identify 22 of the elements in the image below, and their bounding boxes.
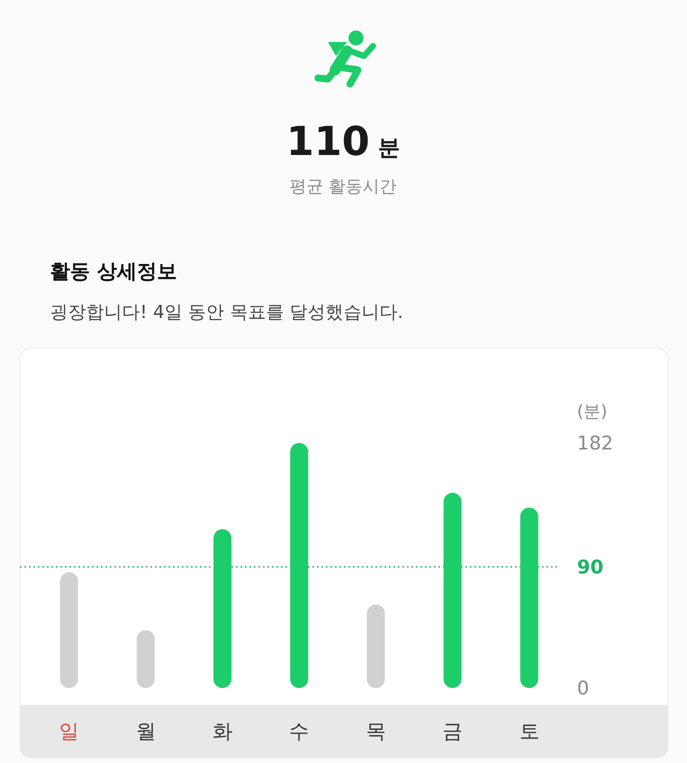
bar	[60, 572, 78, 688]
bar	[290, 443, 308, 688]
y-tick-label: 182	[577, 432, 614, 455]
x-tick-label: 수	[289, 719, 310, 743]
x-tick-label: 목	[366, 719, 386, 743]
chart-title: 활동 상세정보	[50, 259, 177, 283]
bar	[213, 529, 232, 688]
bar	[136, 630, 155, 688]
text: 110 분	[286, 119, 400, 165]
x-tick-label: 월	[136, 719, 156, 743]
x-tick-label: 화	[212, 719, 232, 743]
x-tick-label: 금	[442, 719, 463, 743]
y-axis-title: (분)	[577, 402, 608, 422]
bar	[520, 508, 538, 688]
bar	[366, 604, 385, 688]
x-tick-label: 일	[59, 719, 80, 743]
y-tick-label: 0	[577, 678, 590, 700]
bar	[444, 492, 462, 688]
ref-line-label: 90	[577, 556, 604, 578]
text: 평균 활동시간	[289, 177, 397, 197]
chart-subtitle: 굉장합니다! 4일 동안 목표를 달성했습니다.	[50, 302, 404, 323]
x-tick-label: 토	[519, 719, 540, 743]
